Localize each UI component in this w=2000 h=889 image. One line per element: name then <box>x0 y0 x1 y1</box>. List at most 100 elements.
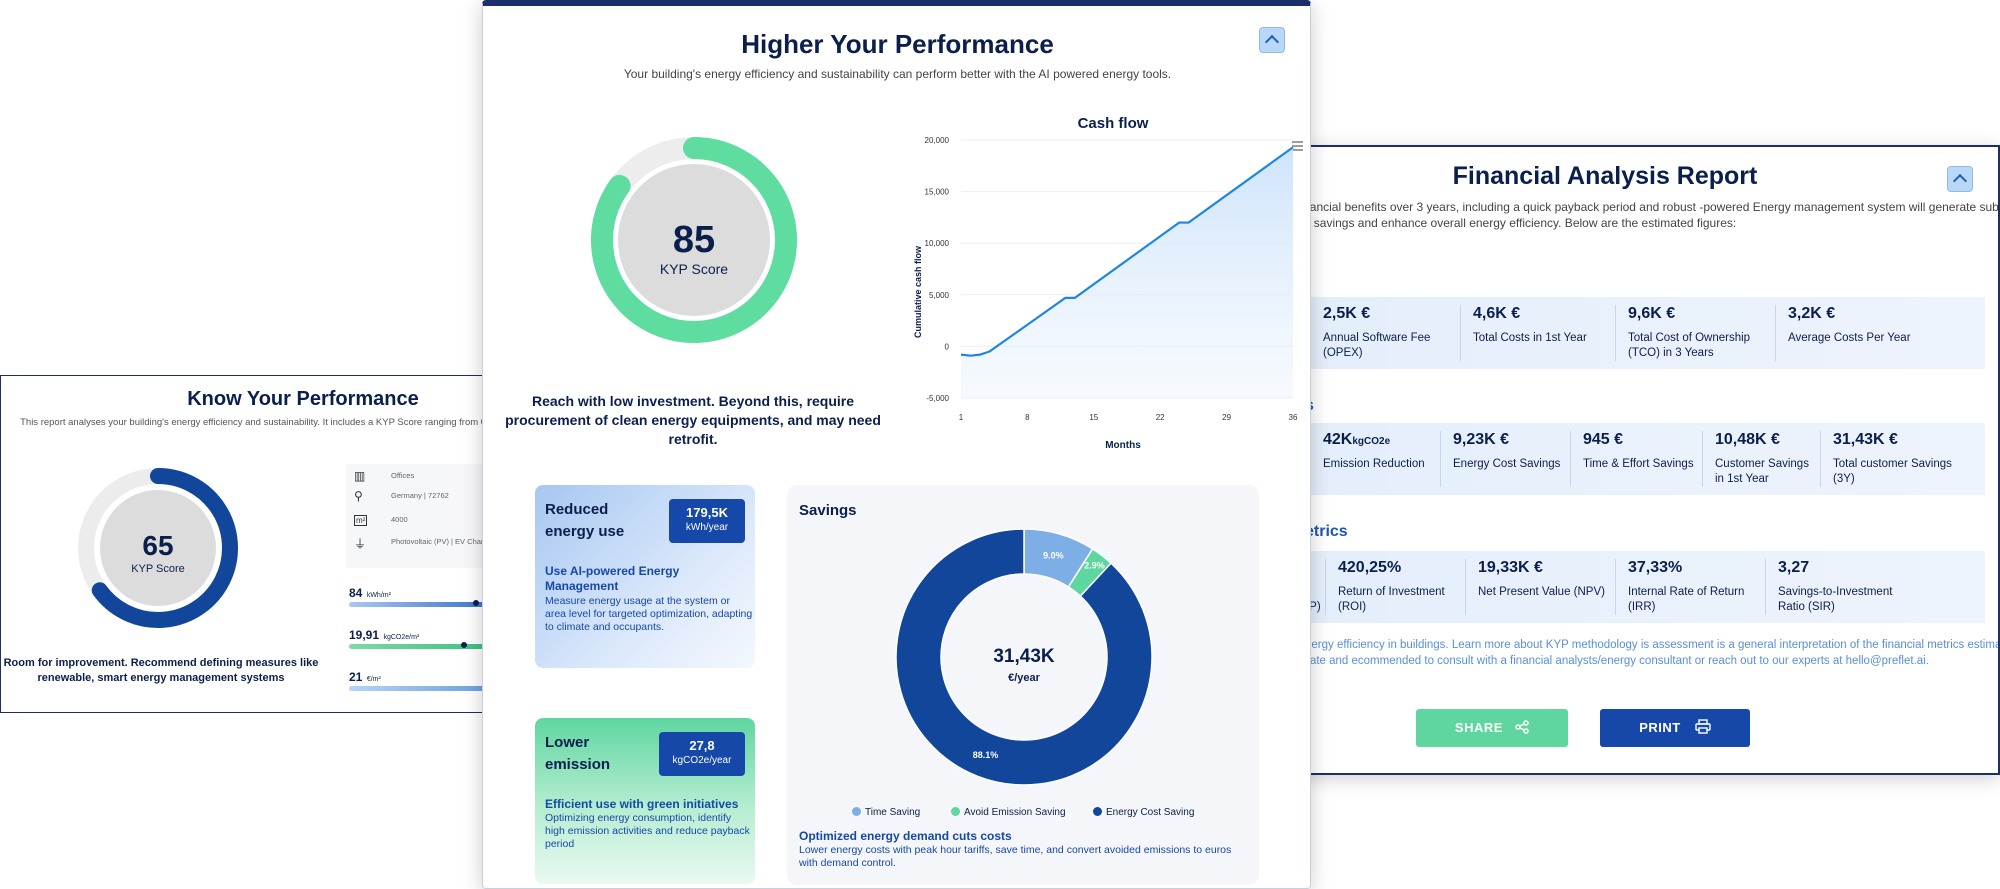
legend-energy-cost-saving[interactable]: Energy Cost Saving <box>1093 807 1194 818</box>
costs-strip: 2,5K € Annual Software Fee (OPEX) 4,6K €… <box>1290 297 1985 369</box>
energy-intensity-metric: 84 kWh/m² <box>349 584 484 607</box>
card-title: Reduced energy use <box>545 501 625 540</box>
savings-cell: 42KkgCO2e Emission Reduction <box>1310 431 1440 487</box>
cost-label: Average Costs Per Year <box>1788 332 1911 344</box>
savings-label: Energy Cost Savings <box>1453 458 1561 470</box>
savings-label: Time & Effort Savings <box>1583 458 1694 470</box>
cost-value: 3,2K € <box>1788 305 1836 322</box>
legend-label: Time Saving <box>865 807 921 818</box>
chart-title: Cash flow <box>1078 115 1149 132</box>
savings-value: 945 € <box>1583 431 1624 448</box>
info-row-systems: ⏚ Photovoltaic (PV) | EV Char <box>346 534 484 554</box>
metric-cell: 19,33K € Net Present Value (NPV) <box>1465 559 1615 615</box>
share-button[interactable]: SHARE <box>1416 709 1568 747</box>
chart-menu-icon[interactable] <box>1291 140 1303 152</box>
location-pin-icon: ⚲ <box>354 489 363 503</box>
info-text: 4000 <box>391 515 408 524</box>
metric-unit: kWh/m² <box>366 592 391 599</box>
card-text: Optimizing energy consumption, identify … <box>545 812 750 850</box>
savings-value: 31,43K € <box>1833 431 1898 448</box>
metric-label: Return of Investment (ROI) <box>1338 586 1445 613</box>
kyp-score-label: KYP Score <box>660 261 728 277</box>
print-button[interactable]: PRINT <box>1600 709 1750 747</box>
slice-value-label: 88.1% <box>973 750 999 760</box>
savings-cell: 31,43K € Total customer Savings (3Y) <box>1820 431 1960 487</box>
metrics-strip: d (SPP) 420,25% Return of Investment (RO… <box>1290 551 1985 623</box>
gauge-arc <box>591 137 797 343</box>
y-tick-label: -5,000 <box>926 394 949 403</box>
financial-report-title: Financial Analysis Report <box>1452 162 1758 190</box>
metric-bar <box>349 686 484 691</box>
financial-analysis-panel: Financial Analysis Report alysis based o… <box>1290 145 2000 775</box>
savings-value: 42KkgCO2e <box>1323 431 1440 449</box>
card-text: Measure energy usage at the system or ar… <box>545 595 753 633</box>
metric-value: 21 <box>349 670 363 684</box>
financial-report-description: alysis based on KYP methodology reveals … <box>1290 200 1999 230</box>
y-tick-label: 0 <box>945 342 950 351</box>
legend-avoid-emission-saving[interactable]: Avoid Emission Saving <box>951 807 1066 818</box>
know-your-performance-panel: Know Your Performance This report analys… <box>0 375 485 713</box>
cost-cell: 3,2K € Average Costs Per Year <box>1775 305 1945 361</box>
donut-center-unit: €/year <box>1008 672 1041 684</box>
savings-text: Lower energy costs with peak hour tariff… <box>799 844 1232 869</box>
cost-value: 9,6K € <box>1628 305 1676 322</box>
higher-your-performance-panel: Higher Your Performance Your building's … <box>482 0 1311 889</box>
badge-value: 179,5K <box>686 505 728 520</box>
emission-intensity-metric: 19,91 kgCO2e/m² <box>349 626 484 649</box>
cost-cell: 2,5K € Annual Software Fee (OPEX) <box>1310 305 1460 361</box>
kyp-score-value: 65 <box>142 530 173 561</box>
metric-marker <box>461 642 467 648</box>
slice-value-label: 2.9% <box>1084 561 1105 571</box>
collapse-button[interactable] <box>1947 166 1973 192</box>
savings-cell: 945 € Time & Effort Savings <box>1570 431 1702 487</box>
metric-label: Savings-to-Investment Ratio (SIR) <box>1778 586 1893 613</box>
badge-unit: kgCO2e/year <box>672 755 732 766</box>
x-tick-label: 22 <box>1156 413 1165 422</box>
donut-center-value: 31,43K <box>993 646 1055 667</box>
emission-badge: 27,8 kgCO2e/year <box>659 732 745 776</box>
collapse-button[interactable] <box>1259 27 1285 53</box>
cost-cell: 4,6K € Total Costs in 1st Year <box>1460 305 1615 361</box>
y-axis-label: Cumulative cash flow <box>913 245 923 338</box>
slice-energy-cost-saving[interactable] <box>895 528 1153 786</box>
metric-unit: kgCO2e/m² <box>383 634 420 641</box>
metric-value: 19,91 <box>349 628 380 642</box>
metric-value: 84 <box>349 586 363 600</box>
metric-cell: 37,33% Internal Rate of Return (IRR) <box>1615 559 1765 615</box>
savings-donut-chart: 9.0% 2.9% 88.1% 31,43K €/year <box>895 528 1153 786</box>
printer-icon <box>1695 719 1711 734</box>
metric-label: Internal Rate of Return (IRR) <box>1628 586 1745 613</box>
cost-value: 2,5K € <box>1323 305 1371 322</box>
lower-emission-card: Lower emission 27,8 kgCO2e/year Efficien… <box>535 718 755 884</box>
reduced-energy-card: Reduced energy use 179,5K kWh/year Use A… <box>535 485 755 668</box>
metric-cell: 420,25% Return of Investment (ROI) <box>1325 559 1465 615</box>
savings-title: Savings <box>799 502 857 519</box>
legend-swatch <box>951 807 960 816</box>
financial-footnote: Performance (KYP) is designed to raise a… <box>1290 639 2000 667</box>
x-tick-label: 8 <box>1025 413 1030 422</box>
center-panel-title: Higher Your Performance <box>741 29 1054 59</box>
card-subtitle: Use AI-powered Energy Management <box>545 564 680 593</box>
center-recommendation: Reach with low investment. Beyond this, … <box>505 393 881 447</box>
savings-card: Savings 9.0% 2.9% 88.1% 31,43K €/year Time… <box>787 485 1259 885</box>
share-icon <box>1515 720 1529 734</box>
emission-reduction-unit: kgCO2e <box>1352 436 1391 447</box>
legend-time-saving[interactable]: Time Saving <box>852 807 920 818</box>
cash-flow-area <box>961 147 1293 398</box>
info-row-area: m² 4000 <box>346 512 484 532</box>
savings-label: Customer Savings in 1st Year <box>1715 458 1809 485</box>
x-tick-label: 15 <box>1089 413 1098 422</box>
y-tick-label: 10,000 <box>925 239 950 248</box>
metric-bar <box>349 644 484 649</box>
metrics-section-heading: etrics <box>1305 523 1348 540</box>
x-tick-label: 29 <box>1222 413 1231 422</box>
x-axis-label: Months <box>1105 440 1141 451</box>
badge-unit: kWh/year <box>685 522 729 533</box>
metric-unit: €/m² <box>366 676 381 683</box>
center-panel-description: Your building's energy efficiency and su… <box>623 67 1172 81</box>
emission-reduction-value: 42K <box>1323 431 1353 448</box>
x-tick-label: 36 <box>1289 413 1298 422</box>
info-row-location: ⚲ Germany | 72762 <box>346 488 484 508</box>
kyp-score-gauge-left: 65 KYP Score <box>78 468 238 628</box>
savings-value: 10,48K € <box>1715 431 1780 448</box>
